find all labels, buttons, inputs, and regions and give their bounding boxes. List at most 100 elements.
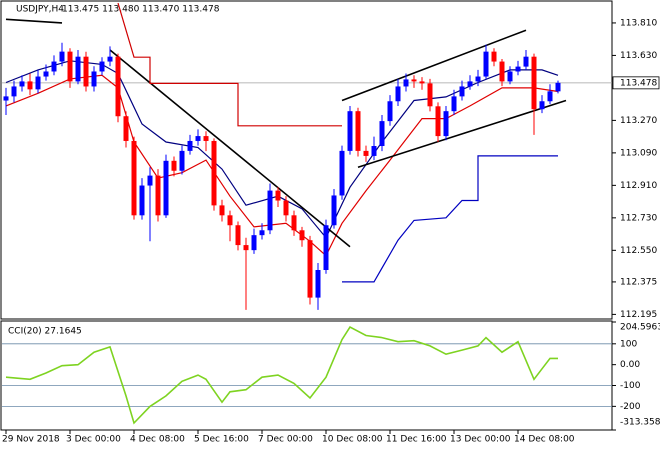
candle-body: [275, 190, 281, 201]
candle-body: [131, 140, 137, 216]
candle-body: [283, 200, 289, 216]
candle-body: [203, 136, 209, 141]
x-tick-label: 14 Dec 08:00: [514, 435, 575, 445]
candle-body: [523, 56, 529, 67]
candle-body: [379, 121, 385, 147]
candle-body: [339, 150, 345, 196]
x-tick-label: 10 Dec 08:00: [322, 435, 383, 445]
overlay-line: [341, 29, 527, 102]
x-tick-label: 3 Dec 00:00: [66, 435, 121, 445]
candle-body: [251, 235, 257, 251]
candle-body: [155, 175, 161, 216]
y-tick-label: 113.810: [620, 18, 657, 28]
cci-line: [5, 326, 558, 425]
ohlc-values: 113.475 113.480 113.470 113.478: [62, 5, 220, 15]
candle-body: [515, 66, 521, 72]
candle-body: [291, 215, 297, 231]
indicator-frame: [0, 320, 613, 431]
y-tick-label: 113.630: [620, 51, 657, 61]
y-tick-label: 112.910: [620, 181, 657, 191]
x-tick-label: 29 Nov 2018: [2, 435, 60, 445]
candle-body: [539, 101, 545, 110]
indicator-tick-label: -200: [620, 402, 641, 412]
last-price-box: [612, 76, 660, 90]
candle-body: [387, 101, 393, 122]
candle-body: [459, 86, 465, 97]
candle-body: [395, 86, 401, 102]
candle-body: [43, 71, 49, 77]
candle-body: [3, 96, 9, 101]
candle-body: [467, 81, 473, 87]
candle-body: [555, 82, 561, 92]
candle-body: [259, 230, 265, 236]
last-price-label: 113.478: [620, 78, 657, 88]
x-tick-label: 5 Dec 16:00: [194, 435, 249, 445]
overlay-line: [357, 99, 567, 169]
main-frame: [0, 0, 613, 320]
candle-body: [451, 96, 457, 112]
candle-body: [195, 136, 201, 141]
x-tick-label: 4 Dec 08:00: [130, 435, 185, 445]
candle-body: [443, 111, 449, 137]
candle-body: [355, 111, 361, 151]
y-tick-label: 112.550: [620, 246, 657, 256]
candle-body: [163, 160, 169, 216]
candle-body: [211, 140, 217, 206]
indicator-tick-label: 0.00: [620, 360, 640, 370]
candle-body: [299, 230, 305, 241]
candle-body: [11, 86, 17, 97]
candle-body: [107, 56, 113, 62]
candle-body: [427, 83, 433, 107]
candle-body: [219, 205, 225, 216]
candle-body: [235, 225, 241, 246]
candle-body: [491, 51, 497, 62]
candle-body: [307, 240, 313, 298]
y-tick-label: 112.195: [620, 310, 657, 320]
x-tick-label: 7 Dec 00:00: [258, 435, 313, 445]
candle-body: [19, 81, 25, 87]
y-tick-label: 112.375: [620, 277, 657, 287]
candle-body: [483, 51, 489, 77]
candle-body: [371, 146, 377, 156]
y-tick-label: 113.270: [620, 116, 657, 126]
candle-body: [531, 56, 537, 110]
candle-body: [315, 269, 321, 298]
x-tick-label: 11 Dec 16:00: [386, 435, 447, 445]
candle-body: [227, 215, 233, 226]
candle-body: [403, 79, 409, 87]
candle-body: [51, 61, 57, 72]
candle-body: [243, 245, 249, 251]
candle-body: [507, 71, 513, 82]
candle-body: [323, 225, 329, 270]
indicator-tick-label: 100: [620, 339, 637, 349]
symbol-title: USDJPY,H4: [16, 5, 64, 15]
candle-body: [267, 190, 273, 231]
indicator-title: CCI(20) 27.1645: [8, 327, 82, 337]
candle-body: [547, 91, 553, 102]
candle-body: [179, 150, 185, 171]
candle-body: [59, 51, 65, 62]
candle-body: [411, 79, 417, 82]
y-tick-label: 112.730: [620, 213, 657, 223]
candle-body: [475, 76, 481, 82]
candle-body: [363, 150, 369, 156]
overlay-line: [342, 155, 558, 283]
candle-body: [91, 71, 97, 87]
candle-body: [499, 61, 505, 82]
candle-body: [67, 51, 73, 82]
candle-body: [115, 56, 121, 117]
candle-body: [99, 61, 105, 72]
candle-body: [35, 76, 41, 90]
overlay-line: [5, 18, 63, 24]
candle-body: [331, 195, 337, 226]
candle-body: [171, 160, 177, 171]
candle-body: [419, 81, 425, 84]
candle-body: [83, 56, 89, 87]
candle-body: [27, 81, 33, 90]
candle-body: [123, 116, 129, 141]
overlay-line: [117, 2, 342, 127]
candle-body: [147, 175, 153, 186]
indicator-tick-label: -313.3587: [620, 418, 660, 428]
